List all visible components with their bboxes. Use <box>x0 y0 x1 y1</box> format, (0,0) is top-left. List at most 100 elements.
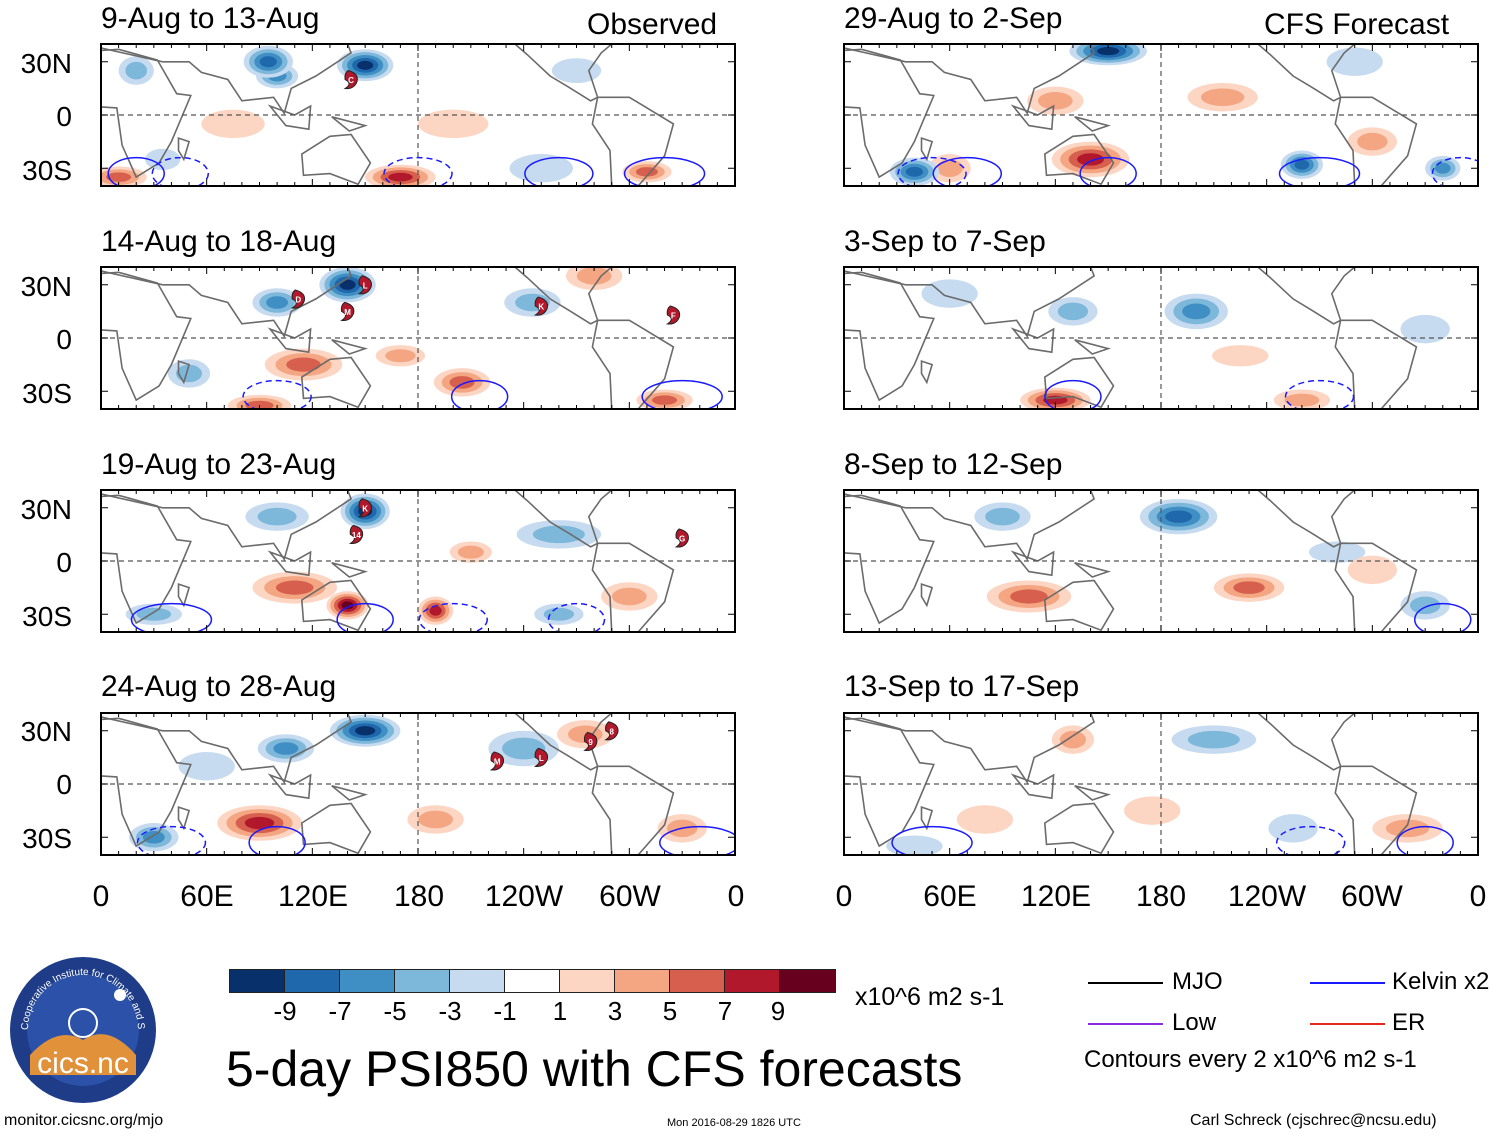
x-tick-label: 60W <box>1341 880 1403 913</box>
anomaly-contour <box>176 364 203 383</box>
anomaly-contour <box>178 752 235 781</box>
y-tick-label: 30N <box>20 48 72 79</box>
main-title: 5-day PSI850 with CFS forecasts <box>226 1041 963 1097</box>
storm-marker: 8 <box>604 721 619 741</box>
kelvin-contour <box>524 156 594 186</box>
storm-marker: K <box>357 498 372 518</box>
anomaly-contour <box>418 109 489 139</box>
kelvin-contour <box>130 602 213 632</box>
colorbar-tick: 3 <box>607 996 623 1026</box>
coastline <box>177 359 191 385</box>
storm-label: D <box>295 295 301 304</box>
colorbar <box>229 969 836 993</box>
anomaly-contour <box>429 605 442 616</box>
y-tick-label: 0 <box>56 769 72 800</box>
colorbar-cell <box>725 970 780 992</box>
anomaly-contour <box>245 400 274 409</box>
anomaly-contour <box>355 726 376 736</box>
coastline <box>1010 327 1055 354</box>
coastline <box>267 104 312 131</box>
anomaly-contour <box>501 737 546 760</box>
coastline <box>101 490 353 562</box>
coastline <box>844 717 935 848</box>
anomaly-contour <box>145 148 181 171</box>
storm-marker: M <box>489 751 505 771</box>
x-tick-label: 0 <box>1469 880 1487 913</box>
kelvin-contour <box>1284 379 1355 409</box>
map-panel <box>843 489 1479 633</box>
colorbar-cell <box>395 970 450 992</box>
anomaly-contour <box>576 267 612 285</box>
y-tick-label: 0 <box>56 547 72 578</box>
coastline <box>591 96 675 186</box>
coastline <box>1256 490 1356 548</box>
x-tick-label: 60E <box>180 880 234 913</box>
x-tick-label: 0 <box>835 880 853 913</box>
map-panel: M L 9 8 <box>100 712 736 856</box>
anomaly-contour <box>1326 47 1383 76</box>
map-panel <box>843 266 1479 410</box>
storm-label: L <box>363 281 368 290</box>
anomaly-contour <box>201 109 265 139</box>
coastline <box>1074 339 1111 355</box>
map-panel: K 14 G <box>100 489 736 633</box>
legend-swatch-mjo <box>1088 982 1163 984</box>
coastline <box>300 802 372 855</box>
kelvin-contour <box>383 156 453 186</box>
x-tick-label: 60W <box>599 880 661 913</box>
kelvin-contour <box>1275 825 1346 855</box>
coastline <box>1010 104 1055 131</box>
colorbar-cell <box>560 970 615 992</box>
x-tick-label: 60E <box>923 880 977 913</box>
coastline <box>844 44 1096 116</box>
anomaly-contour <box>532 525 585 544</box>
kelvin-contour <box>932 156 1003 186</box>
kelvin-contour <box>1278 156 1361 186</box>
map-panel <box>843 712 1479 856</box>
coastline <box>1010 773 1055 800</box>
storm-label: G <box>679 534 685 543</box>
y-tick-label: 30N <box>20 271 72 302</box>
kelvin-contour <box>336 602 394 632</box>
coastline <box>101 44 353 116</box>
coastline <box>844 48 935 179</box>
x-tick-label: 0 <box>727 880 745 913</box>
x-tick-label: 120W <box>1227 880 1307 913</box>
colorbar-tick: -9 <box>273 996 297 1026</box>
coastline <box>1043 579 1115 632</box>
kelvin-contour <box>891 825 973 855</box>
storm-marker: 14 <box>348 524 364 544</box>
storm-label: 14 <box>352 531 361 540</box>
y-tick-label: 30S <box>22 601 72 632</box>
anomaly-contour <box>1294 159 1310 170</box>
anomaly-contour <box>1357 132 1388 151</box>
storm-label: C <box>348 76 354 85</box>
footer-author: Carl Schreck (cjschrec@ncsu.edu) <box>1190 1112 1437 1129</box>
colorbar-cell <box>615 970 670 992</box>
anomaly-contour <box>385 349 416 363</box>
anomaly-contour <box>1308 541 1366 563</box>
coastline <box>920 136 934 162</box>
coastline <box>1256 267 1356 325</box>
anomaly-contour <box>985 507 1020 526</box>
footer-timestamp: Mon 2016-08-29 1826 UTC <box>667 1117 801 1129</box>
colorbar-units: x10^6 m2 s-1 <box>855 983 1005 1011</box>
panel-title-8: 13-Sep to 17-Sep <box>844 670 1080 703</box>
panel-title-4: 24-Aug to 28-Aug <box>101 670 337 703</box>
anomaly-contour <box>266 296 289 309</box>
anomaly-contour <box>1434 162 1451 174</box>
kelvin-contour <box>418 602 488 632</box>
coastline <box>513 713 613 771</box>
anomaly-contour <box>275 580 314 595</box>
coastline <box>513 267 613 325</box>
y-tick-label: 30S <box>22 823 72 854</box>
cics-logo: Cooperative Institute for Climate and Sa… <box>8 955 156 1103</box>
coastline <box>844 267 1096 339</box>
legend-label-mjo: MJO <box>1172 968 1223 995</box>
coastline <box>101 713 353 785</box>
x-tick-label: 120E <box>1020 880 1092 913</box>
kelvin-contour <box>136 825 207 855</box>
map-panel <box>843 43 1479 187</box>
y-tick-label: 30S <box>22 378 72 409</box>
anomaly-contour <box>1233 581 1265 594</box>
